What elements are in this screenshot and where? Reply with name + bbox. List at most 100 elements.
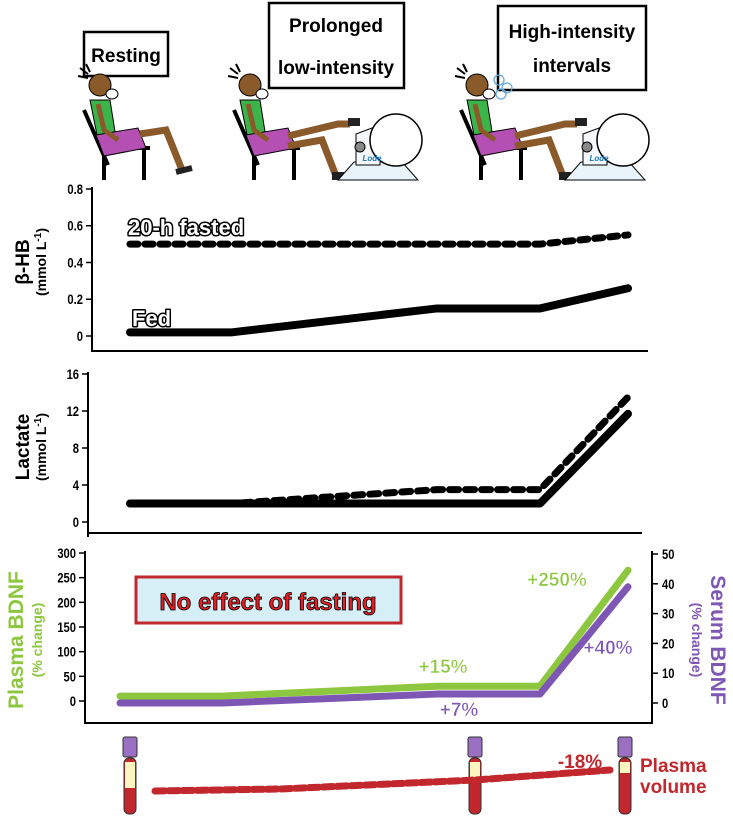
- shoe-icon: [175, 165, 193, 175]
- y-tick-label: 10: [662, 666, 674, 681]
- head-icon: [465, 73, 489, 97]
- flywheel-icon: [369, 113, 423, 167]
- plasma-volume-label: Plasma: [640, 756, 707, 777]
- condition-label-text: intervals: [533, 56, 611, 77]
- mask-icon: [255, 88, 269, 100]
- y-tick-label: 300: [57, 546, 76, 561]
- shoe-icon: [332, 172, 344, 180]
- y-tick-label: 0: [662, 696, 668, 711]
- y-axis-label: Lactate: [13, 414, 34, 481]
- arm-icon: [95, 103, 120, 143]
- y-tick-label: 0.2: [67, 292, 83, 307]
- y-tick-label: 50: [662, 547, 674, 562]
- serum-mid-annotation: +7%: [440, 700, 479, 721]
- breath-icon: [493, 74, 505, 86]
- condition-label-text: High-intensity: [509, 22, 636, 43]
- fasted-bhb-line: [126, 231, 632, 248]
- serum-end-annotation: +40%: [583, 638, 632, 659]
- tube-cap: [122, 736, 138, 758]
- left-y-axis-unit: (% change): [29, 603, 45, 678]
- y-tick-label: 40: [662, 577, 674, 592]
- y-tick-label: 8: [73, 441, 79, 456]
- high-intensity-cycling-illustration: Lode: [454, 63, 650, 181]
- plasma-volume-line: [151, 766, 614, 795]
- tube-cap: [467, 736, 483, 758]
- hair-icon: [227, 63, 241, 79]
- y-tick-label: 100: [57, 645, 76, 660]
- condition-label-hiit: High-intensity intervals: [496, 4, 648, 92]
- y-tick-label: 50: [64, 669, 76, 684]
- shoe-icon: [559, 172, 571, 180]
- series-label-fasted: 20-h fasted: [128, 215, 244, 240]
- leg-icon: [514, 136, 567, 178]
- low-intensity-cycling-illustration: Lode: [227, 63, 423, 181]
- flywheel-icon: [596, 113, 650, 167]
- blood-tube-icon: [617, 736, 633, 815]
- right-y-axis-label: Serum BDNF: [706, 575, 729, 705]
- head-icon: [238, 73, 262, 97]
- y-tick-label: 16: [67, 367, 79, 382]
- crank-icon: [581, 141, 593, 153]
- leg-icon: [287, 136, 340, 178]
- y-tick-label: 0.4: [67, 255, 83, 270]
- y-tick-label: 0.6: [67, 219, 83, 234]
- bike-brand-logo: Lode: [362, 154, 382, 163]
- plasma-bdnf-line: [116, 566, 632, 700]
- fed-bhb-line: [126, 284, 632, 337]
- shoe-icon: [348, 118, 360, 126]
- arm-icon: [245, 103, 270, 143]
- mask-icon: [482, 88, 496, 100]
- tube-plasma: [125, 762, 135, 788]
- y-tick-label: 30: [662, 606, 674, 621]
- y-axis-unit: (mmol L-1): [33, 228, 50, 296]
- right-y-axis-unit: (% change): [689, 603, 705, 678]
- superscript: -1: [33, 232, 44, 241]
- leg-icon: [287, 120, 350, 140]
- tube-plasma: [620, 762, 630, 773]
- plasma-mid-annotation: +15%: [418, 657, 467, 678]
- y-tick-label: 150: [57, 620, 76, 635]
- condition-label-prolonged: Prolonged low-intensity: [267, 1, 406, 90]
- condition-label-text: Prolonged: [289, 16, 383, 37]
- leg-icon: [514, 120, 577, 140]
- y-tick-label: 0: [77, 329, 83, 344]
- mask-icon: [105, 88, 119, 100]
- blood-tube-icon: [467, 736, 483, 815]
- serum-bdnf-line: [116, 583, 632, 707]
- y-tick-label: 12: [67, 404, 79, 419]
- hair-icon: [454, 63, 468, 79]
- leg-icon: [139, 126, 186, 172]
- bdnf-chart: 0 50 100 150 200 250 300 0 10 20 30 40 50 Plasma BDNF…: [5, 546, 729, 724]
- superscript: -1: [33, 417, 44, 426]
- head-icon: [88, 73, 112, 97]
- bhb-chart: 0 0.2 0.4 0.6 0.8 β-HB (mmol L-1) 20-h fasted Fe…: [13, 182, 648, 352]
- breath-icon: [495, 88, 507, 100]
- resting-person-illustration: [77, 63, 193, 180]
- plasma-volume-label: volume: [640, 777, 707, 798]
- tube-plasma: [470, 762, 480, 780]
- y-axis-label: β-HB: [13, 239, 34, 284]
- plasma-volume-change-label: -18%: [558, 752, 602, 773]
- fed-lactate-line: [126, 409, 632, 508]
- y-tick-label: 200: [57, 595, 76, 610]
- y-tick-label: 250: [57, 571, 76, 586]
- condition-label-text: low-intensity: [278, 58, 395, 79]
- crank-icon: [354, 141, 366, 153]
- breath-icon: [501, 82, 513, 94]
- arm-icon: [472, 103, 497, 143]
- y-tick-label: 4: [73, 478, 79, 493]
- plasma-end-annotation: +250%: [527, 570, 587, 591]
- left-y-axis-label: Plasma BDNF: [5, 571, 28, 709]
- y-tick-label: 20: [662, 636, 674, 651]
- condition-label-resting: Resting: [82, 30, 170, 78]
- y-axis-unit: (mmol L-1): [33, 413, 50, 481]
- shoe-icon: [575, 118, 587, 126]
- condition-label-text: Resting: [91, 46, 161, 67]
- y-tick-label: 0: [73, 515, 79, 530]
- lactate-chart: 0 4 8 12 16 Lactate (mmol L-1): [13, 367, 642, 537]
- hair-icon: [77, 63, 91, 79]
- y-tick-label: 0: [70, 694, 76, 709]
- y-tick-label: 0.8: [67, 182, 83, 197]
